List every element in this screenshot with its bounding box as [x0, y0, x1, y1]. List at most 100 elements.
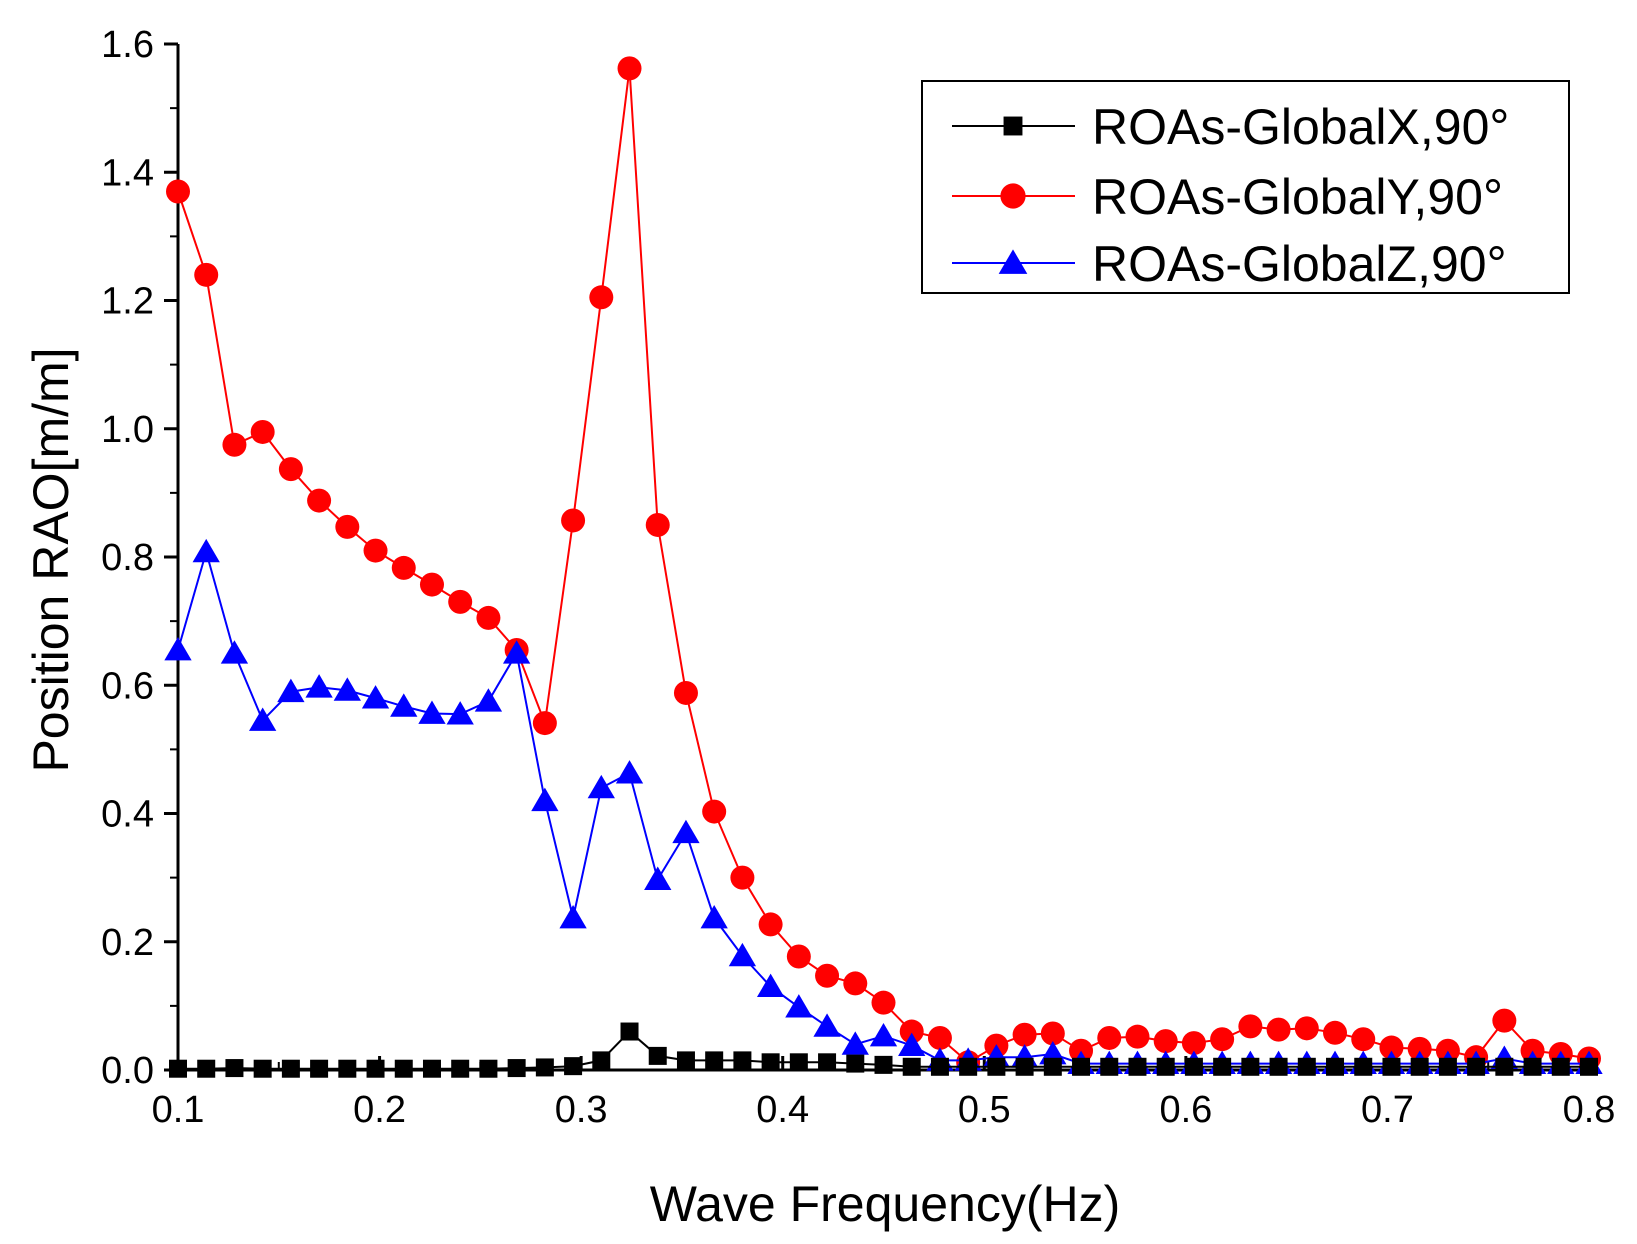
data-point-square: [394, 1059, 413, 1078]
legend-label: ROAs-GlobalZ,90°: [1092, 236, 1507, 292]
series-line: [177, 548, 1589, 1065]
data-point-triangle: [898, 1032, 926, 1057]
data-point-triangle: [333, 677, 361, 701]
x-axis-title: Wave Frequency(Hz): [650, 1176, 1120, 1232]
data-point-triangle: [531, 787, 559, 812]
data-point-triangle: [418, 700, 446, 724]
data-point-circle: [194, 262, 219, 287]
series-2: [166, 56, 1601, 1075]
data-point-square: [1128, 1057, 1147, 1076]
data-point-triangle: [220, 640, 249, 664]
data-point-circle: [363, 538, 388, 563]
data-point-triangle: [474, 688, 503, 712]
data-point-square: [1523, 1057, 1542, 1076]
data-point-square: [987, 1057, 1006, 1076]
series-1: [169, 1022, 1598, 1078]
data-point-circle: [1210, 1027, 1235, 1052]
data-point-circle: [1097, 1025, 1122, 1050]
x-tick-label: 0.1: [152, 1089, 205, 1131]
data-point-square: [281, 1059, 300, 1078]
data-point-square: [451, 1059, 470, 1078]
data-point-circle: [1000, 183, 1026, 209]
data-point-circle: [1181, 1031, 1206, 1056]
data-point-square: [169, 1059, 187, 1078]
data-point-circle: [448, 589, 473, 614]
data-point-circle: [1012, 1022, 1037, 1047]
data-point-circle: [617, 56, 642, 81]
data-point-square: [1551, 1057, 1570, 1076]
data-point-square: [366, 1059, 385, 1078]
data-point-square: [789, 1053, 808, 1072]
data-point-triangle: [277, 678, 305, 703]
y-tick-label: 1.2: [101, 281, 154, 323]
y-tick-label: 1.4: [101, 152, 154, 194]
data-point-triangle: [615, 760, 644, 784]
data-point-circle: [589, 285, 614, 310]
data-point-triangle: [502, 640, 531, 664]
data-point-square: [1297, 1057, 1316, 1076]
data-point-circle: [222, 432, 247, 457]
data-point-circle: [730, 865, 755, 890]
data-point-square: [959, 1057, 978, 1076]
data-point-square: [225, 1059, 244, 1078]
y-tick-label: 0.4: [101, 794, 154, 836]
data-point-circle: [1125, 1024, 1150, 1049]
data-point-square: [564, 1057, 583, 1076]
data-point-square: [1269, 1057, 1288, 1076]
y-tick-label: 0.8: [101, 537, 154, 579]
data-point-square: [1467, 1057, 1486, 1076]
data-point-square: [620, 1022, 639, 1041]
y-tick-label: 1.0: [101, 409, 154, 451]
data-point-square: [1100, 1057, 1119, 1076]
data-point-circle: [250, 419, 275, 444]
data-point-square: [1184, 1057, 1203, 1076]
data-point-circle: [871, 990, 896, 1015]
legend-item: ROAs-GlobalZ,90°: [952, 236, 1507, 292]
data-point-circle: [1294, 1016, 1319, 1041]
data-point-square: [197, 1059, 216, 1078]
data-point-triangle: [998, 249, 1028, 274]
series-layer: [164, 56, 1603, 1078]
y-tick-label: 0.6: [101, 665, 154, 707]
data-point-triangle: [305, 674, 333, 698]
x-tick-label: 0.4: [756, 1089, 809, 1131]
data-point-circle: [899, 1019, 924, 1044]
data-point-square: [1410, 1057, 1429, 1076]
data-point-square: [705, 1051, 724, 1070]
y-axis-title: Position RAO[m/m]: [23, 347, 79, 772]
data-point-triangle: [728, 942, 757, 967]
data-point-triangle: [672, 819, 700, 844]
data-point-triangle: [446, 701, 474, 725]
data-point-circle: [391, 555, 416, 580]
data-point-square: [1495, 1057, 1514, 1076]
data-point-triangle: [700, 905, 728, 929]
data-point-square: [902, 1057, 921, 1076]
data-point-square: [1580, 1057, 1598, 1076]
data-point-square: [1326, 1057, 1345, 1076]
data-point-circle: [815, 963, 840, 988]
data-point-circle: [532, 711, 557, 736]
data-point-square: [846, 1054, 865, 1073]
data-point-square: [422, 1059, 441, 1078]
data-point-square: [1241, 1057, 1260, 1076]
data-point-square: [1043, 1057, 1062, 1076]
x-tick-label: 0.6: [1159, 1089, 1212, 1131]
data-point-triangle: [813, 1013, 841, 1037]
data-point-square: [338, 1059, 357, 1078]
data-point-square: [479, 1059, 498, 1078]
data-point-triangle: [390, 693, 418, 717]
x-tick-label: 0.2: [353, 1089, 406, 1131]
data-point-circle: [166, 179, 190, 204]
data-point-circle: [843, 971, 868, 996]
data-point-square: [874, 1055, 893, 1074]
data-point-square: [733, 1051, 752, 1070]
data-point-circle: [786, 944, 811, 969]
plot-area: 0.1 0.2 0.3 0.4 0.5 0.6 0.7 0.8 0.0 0.2 0.4 0.6 0.8…: [101, 24, 1615, 1131]
legend-item: ROAs-GlobalY,90°: [952, 169, 1503, 225]
legend-label: ROAs-GlobalY,90°: [1092, 169, 1503, 225]
data-point-square: [1015, 1057, 1034, 1076]
data-point-triangle: [164, 636, 192, 661]
data-point-square: [1156, 1057, 1175, 1076]
y-axis-ticks: 0.0 0.2 0.4 0.6 0.8 1.0 1.2 1.4 1.6: [101, 24, 178, 1092]
data-point-circle: [645, 512, 670, 537]
